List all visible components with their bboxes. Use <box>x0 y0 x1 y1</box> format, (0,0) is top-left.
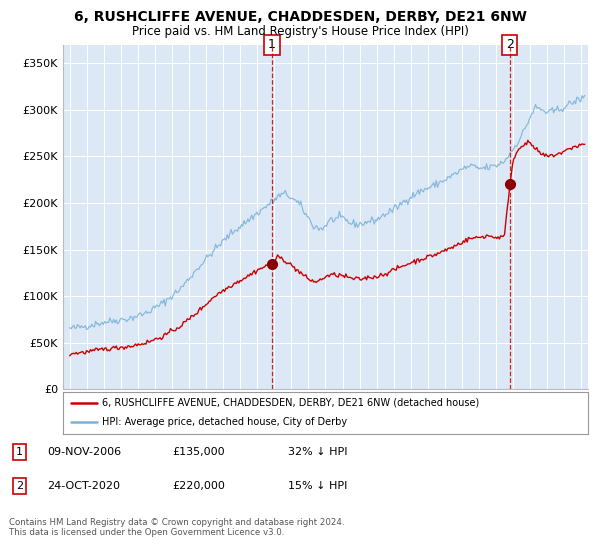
Text: 09-NOV-2006: 09-NOV-2006 <box>47 447 121 457</box>
Text: 2: 2 <box>506 38 514 52</box>
Text: 15% ↓ HPI: 15% ↓ HPI <box>289 481 348 491</box>
Text: £220,000: £220,000 <box>172 481 225 491</box>
Text: HPI: Average price, detached house, City of Derby: HPI: Average price, detached house, City… <box>103 417 347 427</box>
Text: £135,000: £135,000 <box>172 447 224 457</box>
Text: 6, RUSHCLIFFE AVENUE, CHADDESDEN, DERBY, DE21 6NW: 6, RUSHCLIFFE AVENUE, CHADDESDEN, DERBY,… <box>74 10 526 24</box>
Text: 24-OCT-2020: 24-OCT-2020 <box>47 481 120 491</box>
Text: 1: 1 <box>16 447 23 457</box>
Text: 2: 2 <box>16 481 23 491</box>
Text: 1: 1 <box>268 38 276 52</box>
Text: Price paid vs. HM Land Registry's House Price Index (HPI): Price paid vs. HM Land Registry's House … <box>131 25 469 38</box>
Text: 6, RUSHCLIFFE AVENUE, CHADDESDEN, DERBY, DE21 6NW (detached house): 6, RUSHCLIFFE AVENUE, CHADDESDEN, DERBY,… <box>103 398 479 408</box>
Text: Contains HM Land Registry data © Crown copyright and database right 2024.
This d: Contains HM Land Registry data © Crown c… <box>9 518 344 538</box>
Text: 32% ↓ HPI: 32% ↓ HPI <box>289 447 348 457</box>
